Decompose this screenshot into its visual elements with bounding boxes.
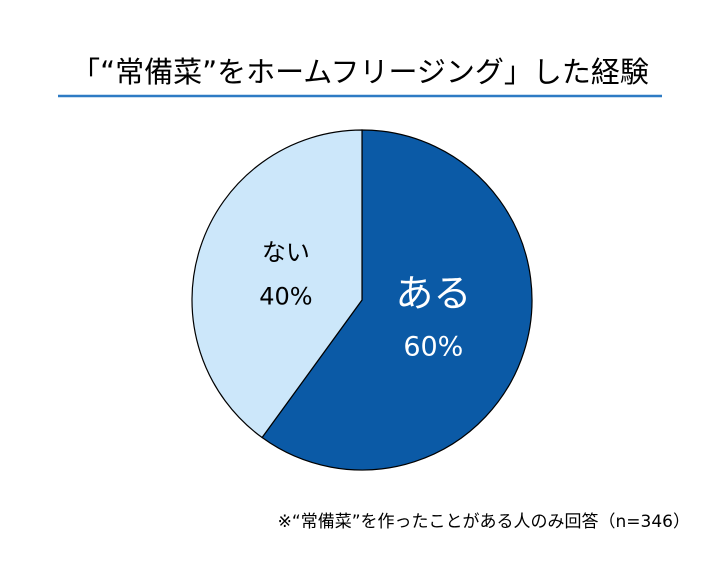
chart-title: 「“常備菜”をホームフリージング」した経験 — [71, 55, 649, 89]
value-label: 60% — [403, 332, 463, 363]
value-label: 40% — [259, 282, 312, 310]
pie-slice — [191, 129, 363, 439]
slice-label: ある — [395, 272, 471, 316]
footnote: ※“常備菜”を作ったことがある人のみ回答（n=346） — [278, 512, 690, 532]
slice-label: ない — [262, 238, 310, 266]
pie-slice — [261, 129, 533, 471]
